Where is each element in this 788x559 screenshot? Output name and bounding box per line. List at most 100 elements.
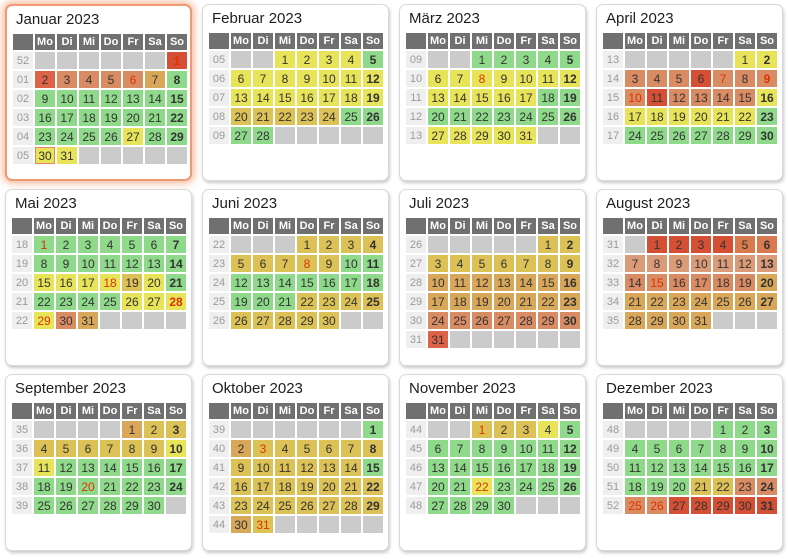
day-cell[interactable]: 23	[56, 293, 76, 310]
day-cell[interactable]: 12	[647, 459, 667, 476]
day-cell[interactable]: 6	[144, 236, 164, 253]
day-cell[interactable]: 27	[231, 127, 251, 144]
day-cell[interactable]: 17	[341, 274, 361, 291]
day-cell[interactable]: 27	[428, 127, 448, 144]
day-cell[interactable]: 11	[275, 459, 295, 476]
day-cell[interactable]: 12	[735, 255, 755, 272]
day-cell[interactable]: 22	[275, 108, 295, 125]
day-cell[interactable]: 25	[275, 497, 295, 514]
day-cell[interactable]: 22	[713, 478, 733, 495]
day-cell[interactable]: 26	[472, 312, 492, 329]
day-cell[interactable]: 16	[757, 89, 777, 106]
day-cell[interactable]: 17	[78, 274, 98, 291]
day-cell[interactable]: 18	[538, 89, 558, 106]
day-cell[interactable]: 17	[625, 108, 645, 125]
day-cell[interactable]: 31	[516, 127, 536, 144]
day-cell[interactable]: 19	[56, 478, 76, 495]
day-cell[interactable]: 19	[472, 293, 492, 310]
day-cell[interactable]: 27	[253, 312, 273, 329]
day-cell[interactable]: 24	[516, 478, 536, 495]
day-cell[interactable]: 27	[78, 497, 98, 514]
day-cell[interactable]: 18	[79, 109, 99, 126]
day-cell[interactable]: 31	[57, 147, 77, 164]
day-cell[interactable]: 24	[166, 478, 186, 495]
day-cell[interactable]: 4	[79, 71, 99, 88]
day-cell[interactable]: 4	[647, 70, 667, 87]
day-cell[interactable]: 20	[144, 274, 164, 291]
day-cell[interactable]: 16	[35, 109, 55, 126]
day-cell[interactable]: 5	[231, 255, 251, 272]
day-cell[interactable]: 23	[35, 128, 55, 145]
day-cell[interactable]: 4	[625, 440, 645, 457]
day-cell[interactable]: 14	[625, 274, 645, 291]
day-cell[interactable]: 5	[735, 236, 755, 253]
day-cell[interactable]: 10	[166, 440, 186, 457]
day-cell[interactable]: 31	[253, 516, 273, 533]
day-cell[interactable]: 8	[472, 440, 492, 457]
day-cell[interactable]: 7	[450, 70, 470, 87]
day-cell[interactable]: 9	[757, 70, 777, 87]
day-cell[interactable]: 31	[757, 497, 777, 514]
day-cell[interactable]: 28	[253, 127, 273, 144]
day-cell[interactable]: 17	[516, 89, 536, 106]
day-cell[interactable]: 14	[450, 89, 470, 106]
day-cell[interactable]: 3	[428, 255, 448, 272]
day-cell[interactable]: 16	[144, 459, 164, 476]
day-cell[interactable]: 13	[78, 459, 98, 476]
day-cell[interactable]: 30	[757, 127, 777, 144]
day-cell[interactable]: 19	[735, 274, 755, 291]
day-cell[interactable]: 8	[297, 255, 317, 272]
day-cell[interactable]: 27	[123, 128, 143, 145]
day-cell[interactable]: 17	[516, 459, 536, 476]
day-cell[interactable]: 1	[363, 421, 383, 438]
day-cell[interactable]: 5	[101, 71, 121, 88]
day-cell[interactable]: 8	[275, 70, 295, 87]
day-cell[interactable]: 29	[472, 127, 492, 144]
day-cell[interactable]: 29	[363, 497, 383, 514]
day-cell[interactable]: 1	[275, 51, 295, 68]
day-cell[interactable]: 25	[341, 108, 361, 125]
day-cell[interactable]: 1	[713, 421, 733, 438]
day-cell[interactable]: 27	[669, 497, 689, 514]
day-cell[interactable]: 26	[56, 497, 76, 514]
day-cell[interactable]: 8	[167, 71, 187, 88]
day-cell[interactable]: 13	[669, 459, 689, 476]
day-cell[interactable]: 23	[757, 108, 777, 125]
day-cell[interactable]: 5	[472, 255, 492, 272]
day-cell[interactable]: 17	[428, 293, 448, 310]
day-cell[interactable]: 26	[647, 497, 667, 514]
day-cell[interactable]: 7	[253, 70, 273, 87]
day-cell[interactable]: 4	[450, 255, 470, 272]
day-cell[interactable]: 19	[363, 89, 383, 106]
day-cell[interactable]: 30	[494, 127, 514, 144]
day-cell[interactable]: 20	[428, 108, 448, 125]
day-cell[interactable]: 19	[122, 274, 142, 291]
day-cell[interactable]: 23	[669, 293, 689, 310]
day-cell[interactable]: 3	[319, 51, 339, 68]
day-cell[interactable]: 27	[319, 497, 339, 514]
day-cell[interactable]: 25	[538, 108, 558, 125]
day-cell[interactable]: 29	[713, 497, 733, 514]
day-cell[interactable]: 2	[231, 440, 251, 457]
day-cell[interactable]: 6	[428, 440, 448, 457]
day-cell[interactable]: 20	[123, 109, 143, 126]
day-cell[interactable]: 14	[713, 89, 733, 106]
day-cell[interactable]: 18	[538, 459, 558, 476]
day-cell[interactable]: 5	[56, 440, 76, 457]
day-cell[interactable]: 25	[79, 128, 99, 145]
day-cell[interactable]: 12	[363, 70, 383, 87]
day-cell[interactable]: 17	[319, 89, 339, 106]
day-cell[interactable]: 5	[363, 51, 383, 68]
day-cell[interactable]: 24	[57, 128, 77, 145]
day-cell[interactable]: 16	[56, 274, 76, 291]
day-cell[interactable]: 29	[167, 128, 187, 145]
day-cell[interactable]: 7	[450, 440, 470, 457]
day-cell[interactable]: 15	[735, 89, 755, 106]
day-cell[interactable]: 24	[319, 108, 339, 125]
day-cell[interactable]: 12	[560, 440, 580, 457]
day-cell[interactable]: 24	[428, 312, 448, 329]
day-cell[interactable]: 25	[450, 312, 470, 329]
day-cell[interactable]: 30	[560, 312, 580, 329]
day-cell[interactable]: 21	[516, 293, 536, 310]
day-cell[interactable]: 13	[691, 89, 711, 106]
